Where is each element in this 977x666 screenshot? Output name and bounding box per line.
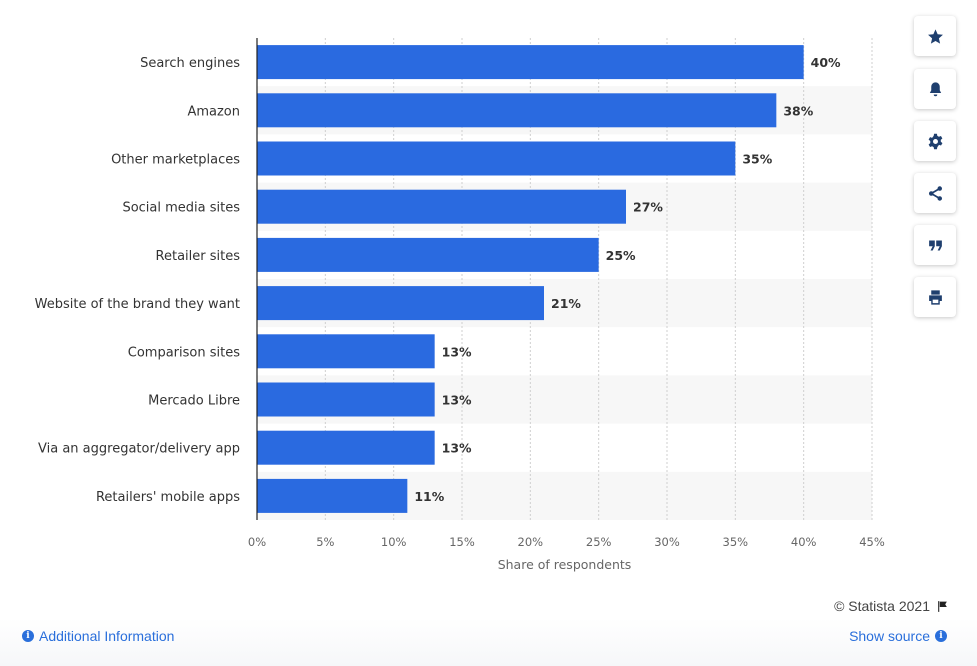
x-tick-label: 40%: [791, 535, 817, 549]
y-category-label: Comparison sites: [128, 345, 240, 360]
x-tick-label: 10%: [381, 535, 407, 549]
bar: [257, 189, 626, 224]
bar-value-label: 27%: [633, 200, 663, 215]
y-category-label: Retailers' mobile apps: [96, 490, 240, 505]
bar-value-label: 11%: [414, 489, 444, 504]
credit-text: © Statista 2021: [834, 598, 930, 614]
show-source-link[interactable]: Show source i: [849, 628, 947, 644]
y-category-label: Via an aggregator/delivery app: [38, 442, 240, 457]
y-category-label: Search engines: [140, 56, 240, 71]
bar-value-label: 40%: [811, 55, 841, 70]
x-tick-label: 25%: [586, 535, 612, 549]
bar: [257, 141, 736, 176]
bar-value-label: 13%: [442, 344, 472, 359]
bell-icon: [929, 81, 941, 96]
bar-value-label: 13%: [442, 393, 472, 408]
star-icon: [927, 28, 943, 44]
bar: [257, 430, 435, 465]
x-tick-label: 30%: [654, 535, 680, 549]
bar: [257, 382, 435, 417]
y-category-label: Mercado Libre: [148, 394, 240, 409]
bar-value-label: 21%: [551, 296, 581, 311]
footer-band: [0, 618, 977, 666]
x-tick-label: 20%: [518, 535, 544, 549]
x-tick-label: 5%: [316, 535, 334, 549]
bar: [257, 45, 804, 80]
bar-value-label: 25%: [606, 248, 636, 263]
bar: [257, 237, 599, 272]
y-category-label: Other marketplaces: [111, 153, 240, 168]
info-icon: i: [935, 630, 947, 642]
show-source-label: Show source: [849, 628, 930, 644]
y-category-label: Retailer sites: [156, 249, 241, 264]
print-icon: [928, 289, 942, 305]
bar: [257, 286, 544, 321]
bar-value-label: 35%: [742, 152, 772, 167]
cite-button[interactable]: [914, 225, 956, 265]
y-category-label: Amazon: [187, 104, 240, 119]
y-category-label: Social media sites: [122, 201, 240, 216]
favorite-button[interactable]: [914, 16, 956, 56]
statista-credit[interactable]: © Statista 2021: [834, 598, 949, 614]
bar: [257, 334, 435, 369]
info-icon: i: [22, 630, 34, 642]
x-tick-label: 15%: [449, 535, 475, 549]
notification-button[interactable]: [914, 69, 956, 109]
bar: [257, 478, 408, 513]
bar: [257, 93, 777, 128]
quote-icon: [928, 240, 942, 250]
additional-information-link[interactable]: i Additional Information: [22, 628, 174, 644]
share-button[interactable]: [914, 173, 956, 213]
x-tick-label: 35%: [723, 535, 749, 549]
x-tick-label: 45%: [859, 535, 885, 549]
bar-value-label: 38%: [783, 103, 813, 118]
share-icon: [928, 185, 942, 201]
print-button[interactable]: [914, 277, 956, 317]
x-axis-title: Share of respondents: [498, 557, 632, 572]
additional-information-label: Additional Information: [39, 628, 175, 644]
flag-icon: [938, 600, 947, 612]
gear-icon: [928, 133, 942, 149]
settings-button[interactable]: [914, 121, 956, 161]
bar-value-label: 13%: [442, 441, 472, 456]
y-category-label: Website of the brand they want: [35, 297, 240, 312]
x-tick-label: 0%: [248, 535, 266, 549]
